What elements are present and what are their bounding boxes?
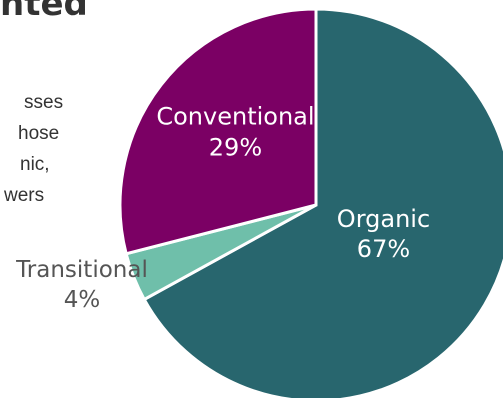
pie-slice-organic: [142, 7, 503, 398]
slice-label-transitional: Transitional: [15, 257, 148, 283]
pie-slice-conventional: [118, 7, 318, 256]
slice-value-organic: 67%: [357, 235, 410, 263]
slice-value-transitional: 4%: [64, 287, 101, 313]
slice-label-organic: Organic: [337, 205, 430, 233]
body-line-4: wers: [4, 185, 45, 206]
slice-value-conventional: 29%: [209, 134, 262, 162]
slice-label-conventional: Conventional: [156, 103, 314, 131]
heading-fragment: nted: [0, 0, 88, 24]
body-line-3: nic,: [20, 154, 50, 175]
body-line-1: sses: [24, 92, 64, 113]
body-line-2: hose: [18, 123, 60, 144]
